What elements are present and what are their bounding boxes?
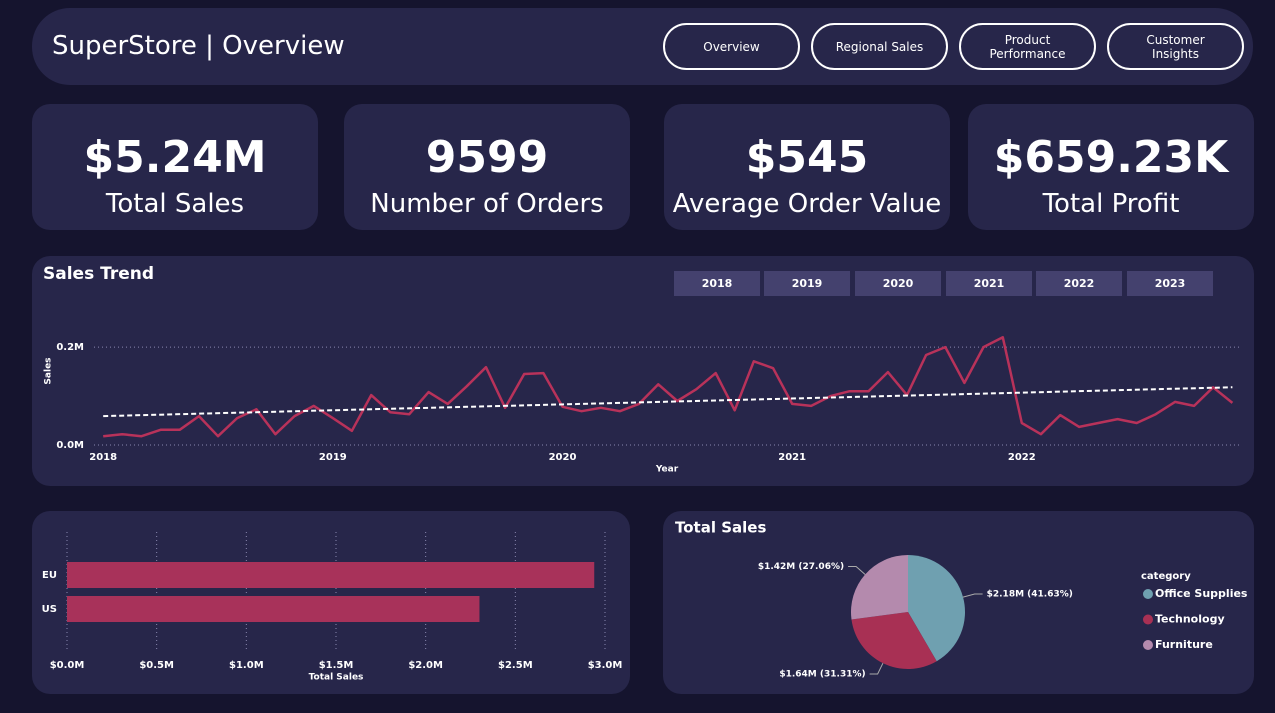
legend-swatch — [1143, 589, 1153, 599]
kpi-label: Total Profit — [1042, 189, 1180, 219]
data-label: $1.64M (31.31%) — [779, 669, 865, 679]
year-button[interactable]: 2018 — [674, 271, 760, 296]
leader-line — [869, 662, 884, 675]
chart-title: Sales Trend — [43, 264, 154, 284]
kpi-card: $545 Average Order Value — [664, 104, 950, 230]
y-tick-label: 0.2M — [56, 342, 84, 353]
x-axis-title: Year — [655, 465, 679, 475]
x-tick-label: 2020 — [549, 452, 577, 463]
data-label: $2.18M (41.63%) — [987, 590, 1073, 600]
nav-button[interactable]: Overview — [663, 23, 800, 70]
pie-slice — [851, 612, 937, 669]
kpi-card: $659.23K Total Profit — [968, 104, 1254, 230]
y-tick-label: EU — [42, 570, 57, 581]
x-tick-label: $2.5M — [498, 660, 533, 671]
x-tick-label: 2021 — [778, 452, 806, 463]
x-tick-label: $3.0M — [588, 660, 623, 671]
x-tick-label: 2018 — [89, 452, 117, 463]
pie-slice — [851, 555, 908, 620]
leader-line — [848, 566, 866, 575]
kpi-value: $659.23K — [993, 132, 1229, 183]
x-tick-label: 2019 — [319, 452, 347, 463]
legend-label: Furniture — [1155, 638, 1213, 651]
x-tick-label: 2022 — [1008, 452, 1036, 463]
x-tick-label: $1.5M — [319, 660, 354, 671]
legend-label: Technology — [1155, 613, 1225, 626]
kpi-value: $545 — [745, 132, 869, 183]
page-title: SuperStore | Overview — [52, 31, 345, 61]
legend-swatch — [1143, 614, 1153, 625]
x-axis-title: Total Sales — [309, 673, 364, 683]
y-tick-label: US — [42, 604, 57, 615]
y-tick-label: 0.0M — [56, 440, 84, 451]
legend-label: Office Supplies — [1155, 587, 1248, 600]
pie-slice — [908, 555, 966, 662]
y-axis-title: Sales — [44, 357, 54, 384]
year-button[interactable]: 2023 — [1127, 271, 1213, 296]
x-tick-label: $2.0M — [408, 660, 443, 671]
bar — [67, 596, 480, 622]
header-bar — [32, 8, 1253, 85]
kpi-value: $5.24M — [83, 132, 267, 183]
year-button[interactable]: 2022 — [1036, 271, 1122, 296]
year-button[interactable]: 2020 — [855, 271, 941, 296]
year-button[interactable]: 2019 — [764, 271, 850, 296]
legend-title: category — [1141, 571, 1191, 582]
kpi-card: 9599 Number of Orders — [344, 104, 630, 230]
kpi-card: $5.24M Total Sales — [32, 104, 318, 230]
sales-line — [103, 336, 1234, 438]
bar — [67, 562, 595, 588]
nav-button[interactable]: Product Performance — [959, 23, 1096, 70]
chart-title: Total Sales — [675, 519, 766, 537]
x-tick-label: $1.0M — [229, 660, 264, 671]
trend-line — [103, 386, 1233, 418]
leader-line — [962, 593, 983, 598]
x-tick-label: $0.0M — [50, 660, 85, 671]
kpi-value: 9599 — [425, 132, 549, 183]
nav-button[interactable]: Customer Insights — [1107, 23, 1244, 70]
kpi-label: Average Order Value — [672, 189, 942, 219]
x-tick-label: $0.5M — [139, 660, 174, 671]
nav-button[interactable]: Regional Sales — [811, 23, 948, 70]
kpi-label: Number of Orders — [370, 189, 604, 219]
legend-swatch — [1143, 640, 1153, 650]
year-button[interactable]: 2021 — [946, 271, 1032, 296]
data-label: $1.42M (27.06%) — [758, 562, 844, 572]
kpi-label: Total Sales — [105, 189, 245, 219]
